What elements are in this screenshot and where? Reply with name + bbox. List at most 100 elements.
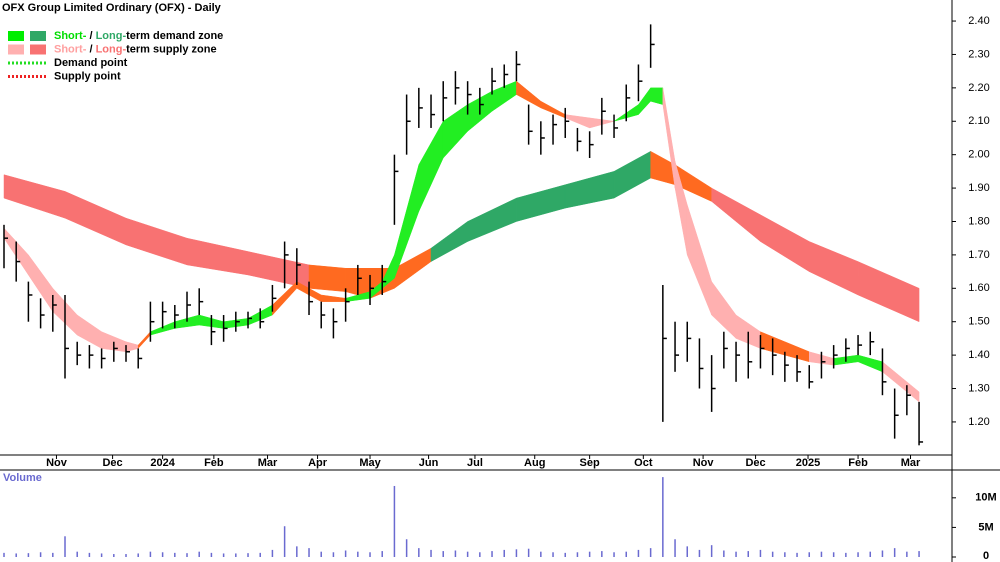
- volume-bar: [674, 539, 676, 557]
- legend-text: /: [86, 30, 95, 42]
- legend-label: Short- / Long-term supply zone: [54, 43, 217, 55]
- x-tick-label: Oct: [634, 457, 653, 469]
- legend-text: Long-: [96, 30, 127, 42]
- volume-bar: [698, 549, 701, 557]
- y-tick-label: 2.30: [968, 48, 989, 60]
- volume-bar: [552, 552, 554, 557]
- volume-bar: [576, 552, 579, 557]
- legend-text: term demand zone: [126, 30, 223, 42]
- volume-bar: [771, 551, 774, 557]
- volume-bar: [198, 551, 200, 557]
- y-tick-label: 2.10: [968, 115, 989, 127]
- volume-bar: [540, 551, 542, 557]
- volume-bar: [15, 553, 17, 557]
- volume-bar: [430, 549, 432, 557]
- volume-bar: [222, 553, 225, 557]
- volume-bar: [442, 551, 444, 557]
- volume-bar: [466, 551, 469, 557]
- legend-swatch: [8, 44, 24, 55]
- y-tick-label: 2.40: [968, 15, 989, 27]
- volume-bar: [357, 551, 359, 557]
- volume-bar: [637, 549, 640, 557]
- volume-bar: [723, 550, 725, 557]
- y-tick-label: 2.20: [968, 82, 989, 94]
- x-tick-label: Feb: [204, 457, 224, 469]
- volume-bar: [76, 551, 78, 557]
- volume-bar: [454, 550, 457, 557]
- volume-bar: [405, 539, 408, 557]
- volume-bar: [113, 554, 115, 557]
- volume-bar: [820, 551, 823, 557]
- volume-bar: [808, 552, 811, 557]
- x-tick-label: Aug: [524, 457, 545, 469]
- volume-bar: [747, 551, 749, 557]
- x-tick-label: 2024: [150, 457, 175, 469]
- volume-bar: [588, 551, 591, 557]
- volume-bar: [210, 552, 213, 557]
- y-tick-label: 1.30: [968, 382, 989, 394]
- x-tick-label: 2025: [796, 457, 820, 469]
- volume-bar: [161, 552, 164, 557]
- volume-bar: [601, 551, 603, 557]
- y-tick-label: 2.00: [968, 149, 989, 161]
- volume-bar: [308, 548, 310, 557]
- y-tick-label: 1.40: [968, 349, 989, 361]
- volume-title: Volume: [3, 472, 42, 484]
- legend-swatch: [8, 31, 24, 41]
- volume-bar: [381, 551, 383, 557]
- volume-bar: [662, 477, 664, 557]
- volume-bar: [759, 549, 762, 557]
- volume-bar: [64, 536, 66, 557]
- volume-bar: [832, 552, 835, 557]
- legend-text: Long-: [96, 43, 127, 55]
- volume-bar: [564, 552, 566, 557]
- chart-title: OFX Group Limited Ordinary (OFX) - Daily: [2, 2, 222, 14]
- x-tick-label: Mar: [258, 457, 278, 469]
- volume-bar: [527, 548, 530, 557]
- volume-bar: [100, 553, 103, 557]
- y-tick-label: 1.90: [968, 182, 989, 194]
- volume-bar: [125, 554, 127, 557]
- legend-label: Demand point: [54, 57, 128, 69]
- volume-bar: [845, 552, 847, 557]
- volume-bar: [784, 552, 786, 557]
- volume-bar: [137, 553, 139, 557]
- x-tick-label: Sep: [580, 457, 600, 469]
- volume-bar: [393, 485, 396, 557]
- volume-bar: [613, 552, 615, 557]
- volume-bar: [503, 549, 505, 557]
- legend-swatch: [30, 31, 46, 41]
- volume-bar: [186, 553, 188, 557]
- x-tick-label: Mar: [901, 457, 921, 469]
- volume-bar: [344, 550, 347, 557]
- volume-bar: [918, 551, 920, 557]
- volume-bar: [418, 548, 420, 557]
- legend-label: Supply point: [54, 70, 121, 82]
- legend-text: Supply point: [54, 70, 121, 82]
- volume-bar: [857, 552, 859, 557]
- volume-bar: [515, 549, 518, 557]
- volume-bar: [649, 548, 652, 557]
- y-tick-label: 1.60: [968, 282, 989, 294]
- y-tick-label: 0: [983, 550, 989, 562]
- volume-bar: [796, 552, 798, 557]
- volume-bar: [686, 546, 688, 557]
- volume-bar: [320, 551, 322, 557]
- legend-text: Short-: [54, 30, 87, 42]
- y-tick-label: 5M: [978, 521, 993, 533]
- y-tick-label: 1.20: [968, 416, 989, 428]
- volume-bar: [296, 546, 298, 557]
- x-tick-label: Dec: [102, 457, 122, 469]
- volume-bar: [247, 553, 249, 557]
- legend-swatch: [30, 44, 46, 55]
- volume-bar: [3, 552, 5, 557]
- volume-bar: [893, 548, 896, 557]
- y-tick-label: 1.50: [968, 316, 989, 328]
- y-tick-label: 1.80: [968, 215, 989, 227]
- x-tick-label: Nov: [46, 457, 68, 469]
- legend-text: term supply zone: [126, 43, 216, 55]
- volume-bar: [369, 552, 371, 557]
- x-tick-label: May: [359, 457, 381, 469]
- legend-text: /: [86, 43, 95, 55]
